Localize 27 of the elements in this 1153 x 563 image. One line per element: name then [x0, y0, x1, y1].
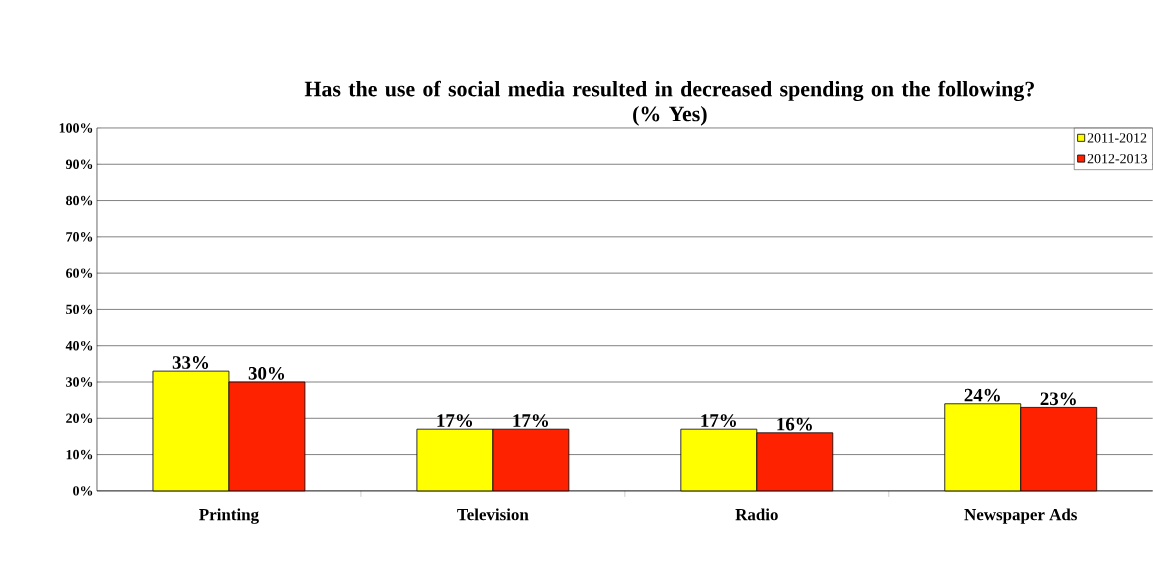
data-label: 30%: [248, 367, 285, 380]
legend-label: 2012-2013: [1087, 153, 1147, 164]
x-tick-label: Television: [457, 508, 529, 521]
chart-title: Has the use of social media resulted in decreased spending on the following?: [304, 80, 1034, 102]
y-tick-label: 100%: [59, 123, 93, 133]
data-label: 33%: [172, 356, 209, 369]
y-tick-label: 30%: [66, 377, 93, 387]
y-tick-label: 90%: [65, 159, 93, 170]
x-tick-label: Printing: [199, 508, 259, 524]
y-tick-label: 70%: [66, 232, 93, 242]
y-tick-label: 20%: [66, 413, 93, 424]
y-tick-label: 60%: [66, 268, 93, 278]
y-tick-label: 80%: [66, 195, 93, 206]
chart-subtitle: (% Yes): [633, 105, 707, 126]
data-label: 23%: [1040, 392, 1076, 406]
data-label: 17%: [701, 414, 736, 428]
y-tick-label: 10%: [66, 449, 93, 460]
data-label: 16%: [777, 417, 812, 431]
y-tick-label: 50%: [66, 304, 93, 315]
x-tick-label: Radio: [735, 508, 778, 521]
data-label: 17%: [513, 414, 549, 428]
x-tick-label: Newspaper Ads: [964, 508, 1077, 524]
legend-label: 2011-2012: [1087, 133, 1147, 143]
data-label: 24%: [964, 388, 1000, 402]
y-tick-label: 0%: [73, 486, 93, 496]
y-tick-label: 40%: [65, 341, 93, 351]
data-label: 17%: [437, 414, 473, 428]
